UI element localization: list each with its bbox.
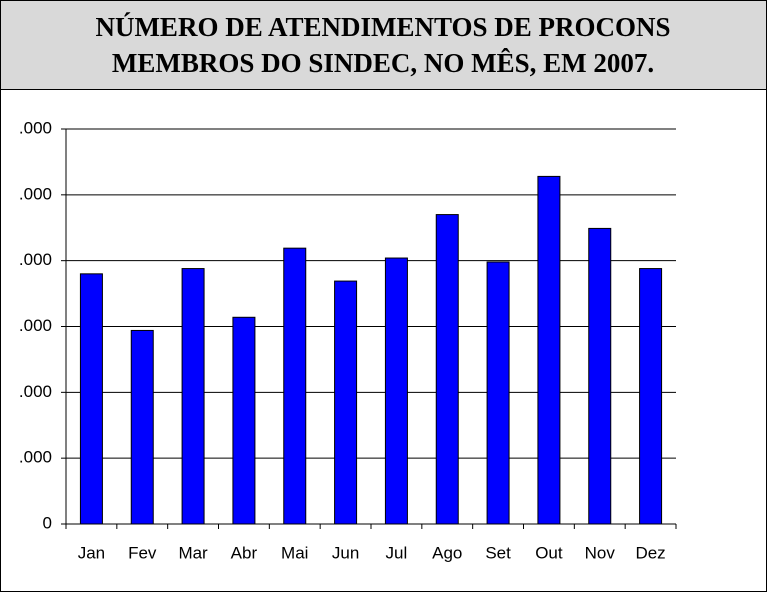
x-tick-label: Mar [178, 543, 208, 562]
x-tick-label: Ago [432, 543, 462, 562]
bar [334, 280, 358, 525]
y-tick-label: .000 [19, 184, 52, 203]
bar [639, 268, 663, 525]
title-box [0, 0, 767, 90]
y-tick-label: .000 [19, 316, 52, 335]
bar [588, 227, 612, 525]
x-tick-label: Abr [231, 543, 258, 562]
x-tick-label: Jan [78, 543, 105, 562]
x-tick-label: Jun [332, 543, 359, 562]
y-tick-label: .000 [19, 118, 52, 137]
bar [232, 316, 256, 525]
bar [130, 329, 154, 525]
bar [283, 247, 307, 525]
bar [486, 261, 510, 525]
bar [384, 257, 408, 525]
chart-title: MEMBROS DO SINDEC, NO MÊS, EM 2007. [112, 48, 654, 78]
x-tick-label: Out [535, 543, 563, 562]
x-tick-label: Set [485, 543, 511, 562]
y-tick-label: .000 [19, 250, 52, 269]
y-tick-label: .000 [19, 382, 52, 401]
y-tick-label: .000 [19, 448, 52, 467]
bar [435, 214, 459, 525]
x-tick-label: Mai [281, 543, 308, 562]
x-tick-label: Nov [585, 543, 616, 562]
bar [79, 273, 103, 525]
x-tick-label: Dez [635, 543, 665, 562]
x-tick-label: Jul [386, 543, 408, 562]
y-tick-label: 0 [43, 513, 52, 532]
chart-title: NÚMERO DE ATENDIMENTOS DE PROCONS [95, 12, 670, 42]
bar [537, 175, 561, 525]
x-tick-label: Fev [128, 543, 157, 562]
bar [181, 268, 205, 525]
